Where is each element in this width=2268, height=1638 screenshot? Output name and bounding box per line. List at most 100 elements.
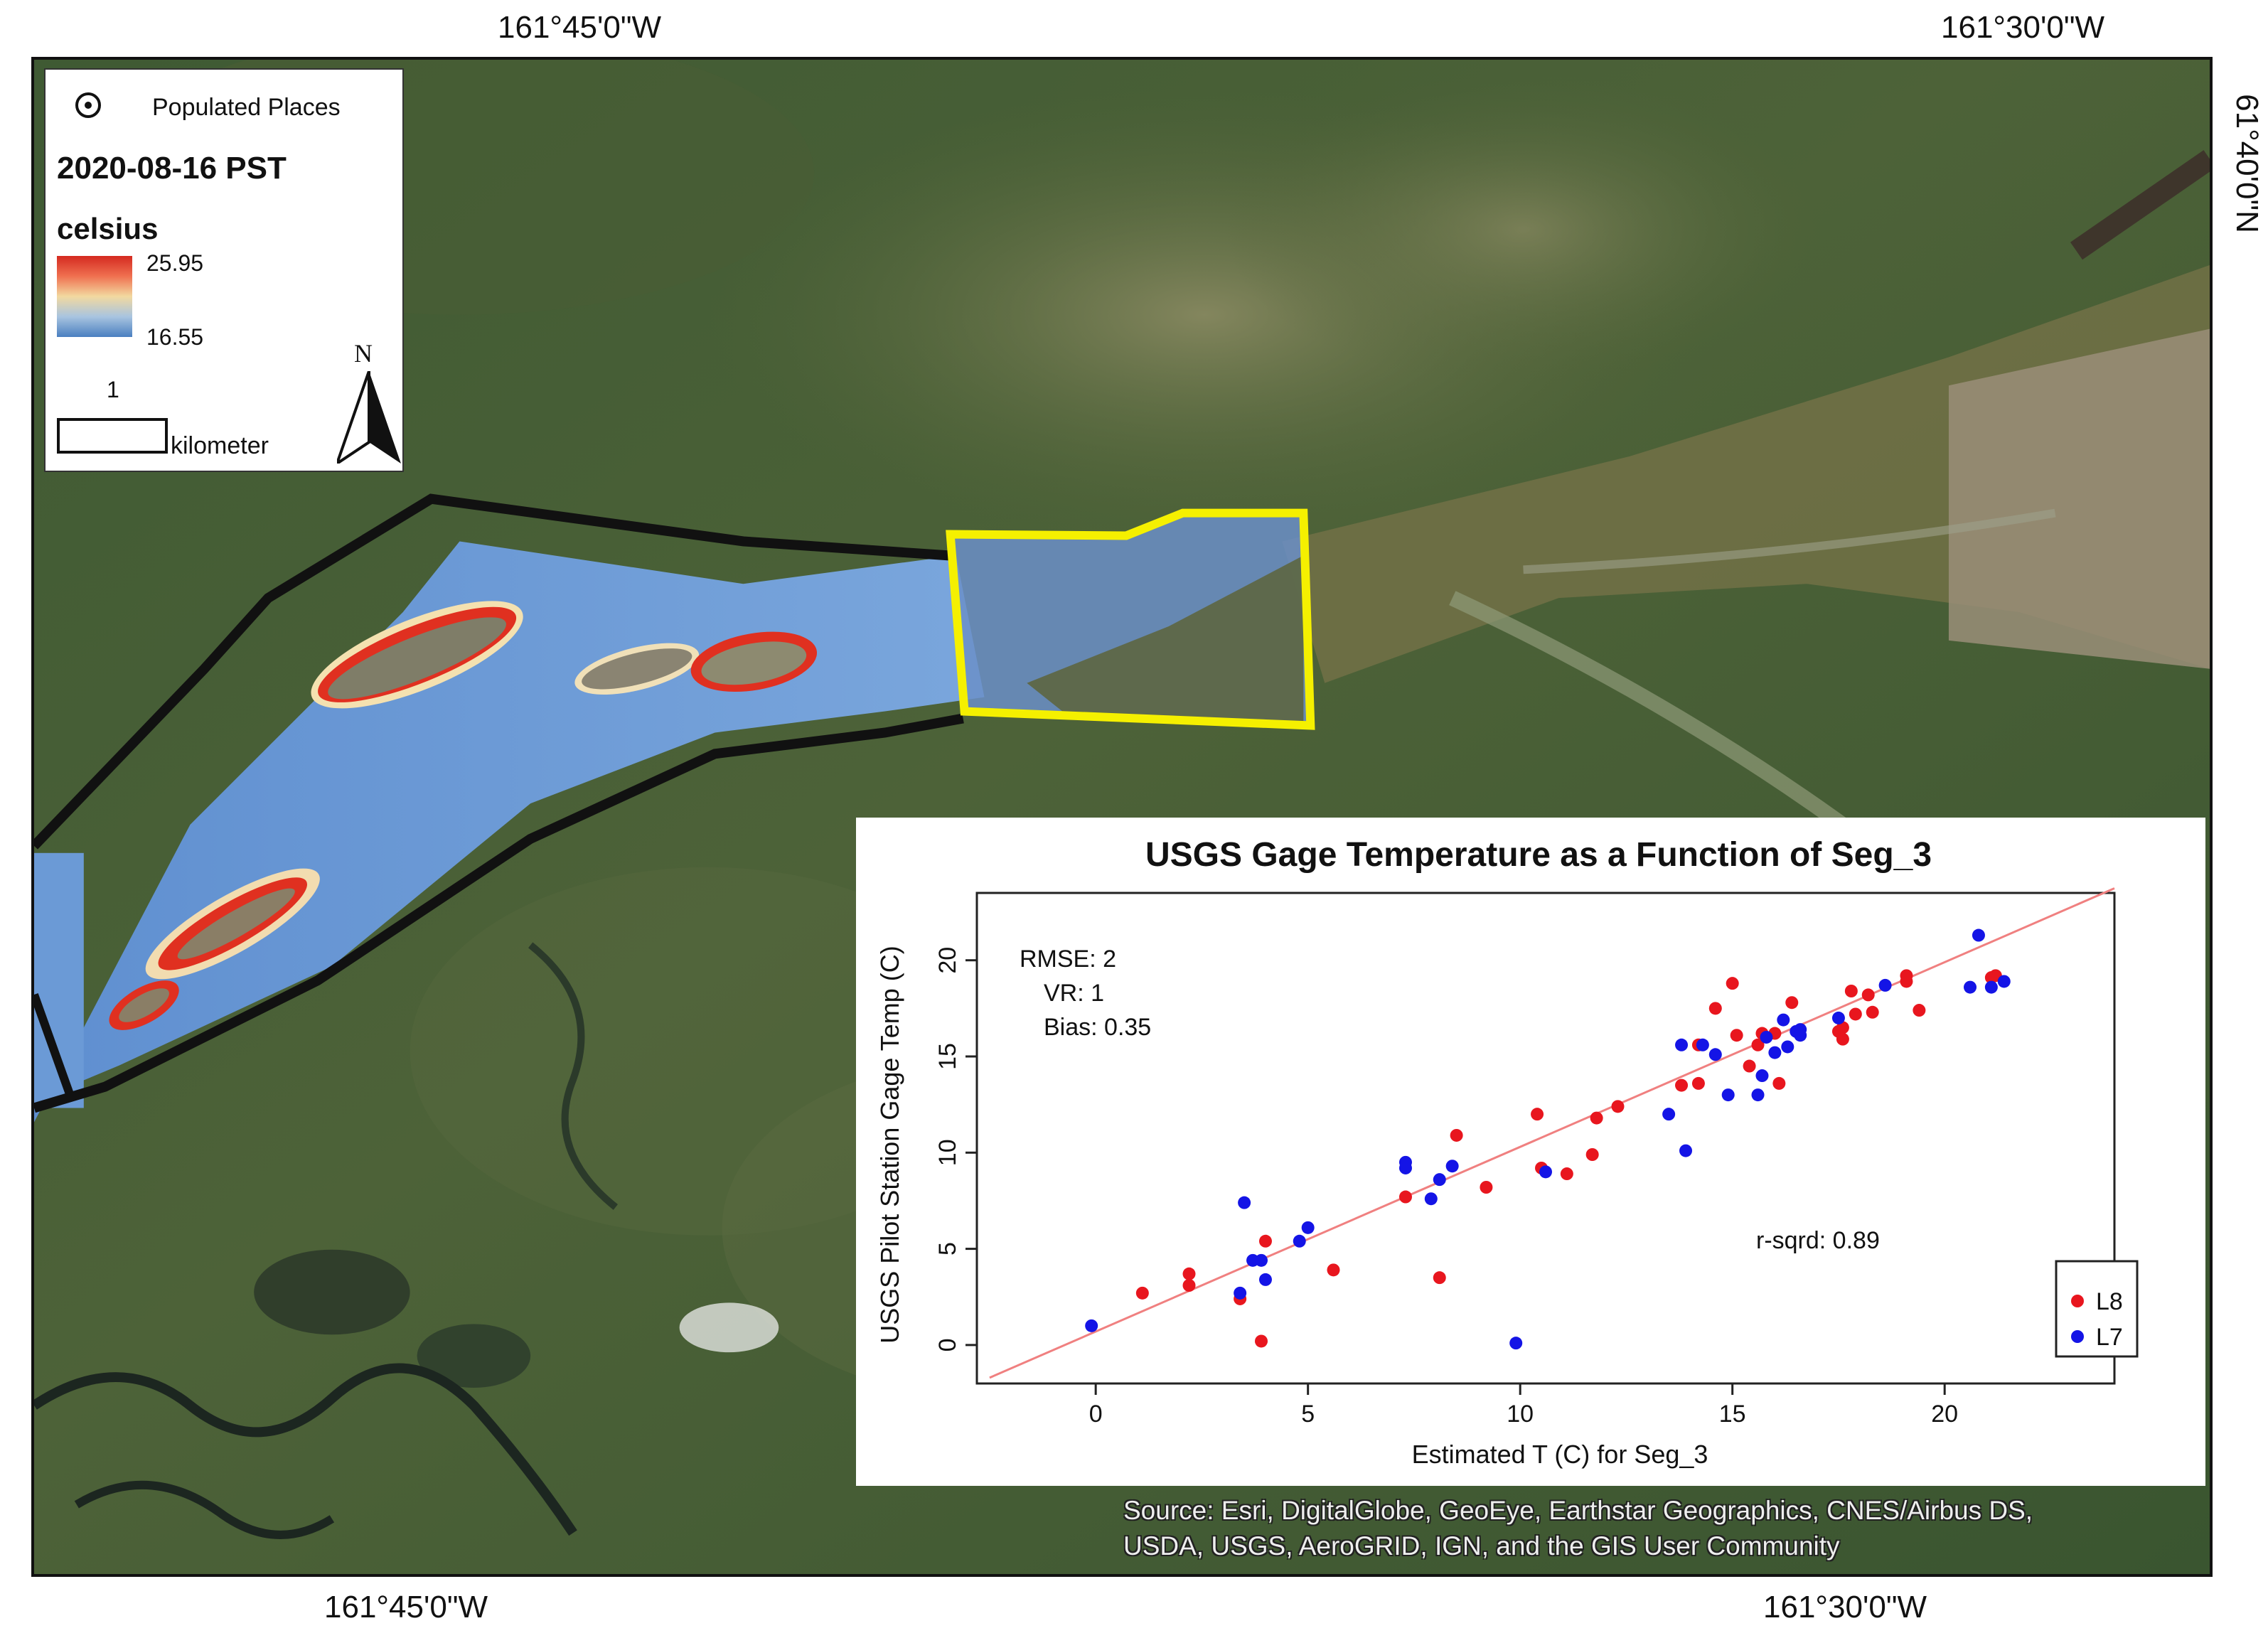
x-tick-label: 5	[1301, 1401, 1315, 1428]
data-point-l7	[1539, 1165, 1552, 1179]
fit-line	[989, 887, 2115, 1379]
data-point-l8	[1182, 1279, 1196, 1292]
scatter-chart-panel: USGS Gage Temperature as a Function of S…	[856, 818, 2205, 1486]
map-attribution: Source: Esri, DigitalGlobe, GeoEye, Eart…	[1123, 1493, 2190, 1564]
data-point-l7	[1255, 1253, 1268, 1267]
chart-title: USGS Gage Temperature as a Function of S…	[1145, 836, 1932, 874]
legend-date: 2020-08-16 PST	[57, 151, 287, 186]
data-point-l8	[1708, 1002, 1722, 1015]
data-point-l8	[1866, 1005, 1879, 1019]
data-point-l8	[1450, 1128, 1463, 1142]
data-point-l7	[1997, 975, 2011, 988]
data-point-l8	[1785, 996, 1799, 1010]
data-point-l7	[1301, 1221, 1315, 1234]
y-tick-label: 5	[934, 1242, 961, 1256]
data-point-l8	[1182, 1267, 1196, 1280]
data-point-l7	[1662, 1108, 1676, 1121]
data-point-l7	[1238, 1196, 1251, 1209]
data-point-l7	[1760, 1030, 1773, 1044]
top-right-longitude-label: 161°30'0"W	[1941, 10, 2104, 45]
data-point-l7	[1794, 1029, 1807, 1042]
data-point-l8	[1590, 1111, 1603, 1125]
data-point-l8	[1585, 1148, 1599, 1161]
data-point-l7	[1751, 1088, 1765, 1102]
data-point-l8	[1611, 1100, 1625, 1113]
y-tick-label: 10	[934, 1139, 961, 1166]
y-axis-label: USGS Pilot Station Gage Temp (C)	[875, 946, 904, 1344]
legend-unit: celsius	[57, 212, 159, 245]
data-point-l8	[1531, 1108, 1544, 1121]
data-point-l7	[1675, 1038, 1689, 1051]
top-left-longitude-label: 161°45'0"W	[498, 10, 661, 45]
data-point-l7	[1708, 1048, 1722, 1061]
data-point-l7	[1234, 1286, 1247, 1300]
data-point-l8	[1900, 975, 1913, 988]
data-point-l7	[1085, 1319, 1098, 1332]
populated-places-icon	[75, 92, 101, 118]
data-point-l8	[1861, 988, 1875, 1002]
legend-min-value: 16.55	[146, 324, 204, 350]
data-point-l8	[1258, 1234, 1272, 1248]
x-tick-label: 15	[1719, 1401, 1746, 1428]
x-axis-label: Estimated T (C) for Seg_3	[1412, 1440, 1708, 1469]
data-point-l8	[1327, 1263, 1340, 1277]
data-point-l8	[1836, 1032, 1849, 1046]
r-squared-label: r-sqrd: 0.89	[1756, 1227, 1880, 1254]
data-point-l7	[1878, 978, 1892, 992]
data-point-l8	[1836, 1021, 1849, 1034]
data-point-l7	[1831, 1011, 1845, 1024]
data-point-l8	[1772, 1076, 1786, 1090]
data-point-l8	[1743, 1059, 1756, 1073]
map-legend: Populated Places 2020-08-16 PST celsius …	[44, 68, 404, 472]
data-point-l8	[1255, 1334, 1268, 1348]
right-latitude-label: 61°40'0"N	[2230, 94, 2264, 233]
data-point-l7	[1755, 1069, 1769, 1083]
x-axis: 0 5 10 15 20	[1089, 1383, 1958, 1428]
data-point-l8	[1726, 977, 1739, 990]
bias-stat: Bias: 0.35	[1044, 1014, 1151, 1041]
attribution-line-1: Source: Esri, DigitalGlobe, GeoEye, Eart…	[1123, 1496, 2033, 1525]
data-point-l7	[1293, 1234, 1306, 1248]
north-arrow-icon	[337, 371, 401, 464]
chart-legend-box	[2055, 1260, 2139, 1358]
legend-label-l8: L8	[2096, 1288, 2123, 1315]
x-tick-label: 20	[1931, 1401, 1958, 1428]
scatter-chart: USGS Gage Temperature as a Function of S…	[875, 836, 2139, 1469]
scale-bar-unit: kilometer	[171, 432, 269, 459]
data-point-l7	[1964, 980, 1977, 994]
data-point-l7	[1696, 1038, 1709, 1051]
legend-max-value: 25.95	[146, 250, 204, 276]
data-point-l8	[1675, 1078, 1689, 1092]
attribution-line-2: USDA, USGS, AeroGRID, IGN, and the GIS U…	[1123, 1531, 1840, 1561]
data-point-l8	[1844, 985, 1858, 997]
scale-bar-value: 1	[107, 377, 119, 402]
data-points	[1085, 928, 2011, 1350]
data-point-l8	[1135, 1286, 1149, 1300]
data-point-l7	[1433, 1173, 1446, 1187]
x-tick-label: 10	[1507, 1401, 1534, 1428]
x-tick-label: 0	[1089, 1401, 1103, 1428]
legend-marker-l8	[2071, 1295, 2084, 1307]
y-tick-label: 20	[934, 947, 961, 974]
data-point-l7	[1679, 1144, 1693, 1157]
vr-stat: VR: 1	[1044, 980, 1104, 1007]
legend-label-l7: L7	[2096, 1324, 2123, 1351]
data-point-l8	[1480, 1181, 1493, 1194]
data-point-l7	[1445, 1160, 1459, 1173]
data-point-l7	[1777, 1013, 1790, 1027]
data-point-l7	[1424, 1192, 1438, 1206]
data-point-l7	[1972, 928, 1985, 942]
data-point-l8	[1560, 1167, 1573, 1181]
north-arrow-label: N	[354, 339, 373, 368]
bottom-right-longitude-label: 161°30'0"W	[1763, 1590, 1927, 1624]
scale-bar	[57, 418, 168, 454]
legend-marker-l7	[2071, 1330, 2084, 1343]
data-point-l7	[1984, 980, 1998, 994]
rmse-stat: RMSE: 2	[1020, 946, 1116, 973]
bottom-left-longitude-label: 161°45'0"W	[324, 1590, 488, 1624]
data-point-l7	[1781, 1040, 1794, 1054]
data-point-l7	[1398, 1155, 1412, 1169]
y-tick-label: 15	[934, 1043, 961, 1070]
data-point-l8	[1913, 1004, 1926, 1017]
data-point-l7	[1768, 1046, 1782, 1059]
